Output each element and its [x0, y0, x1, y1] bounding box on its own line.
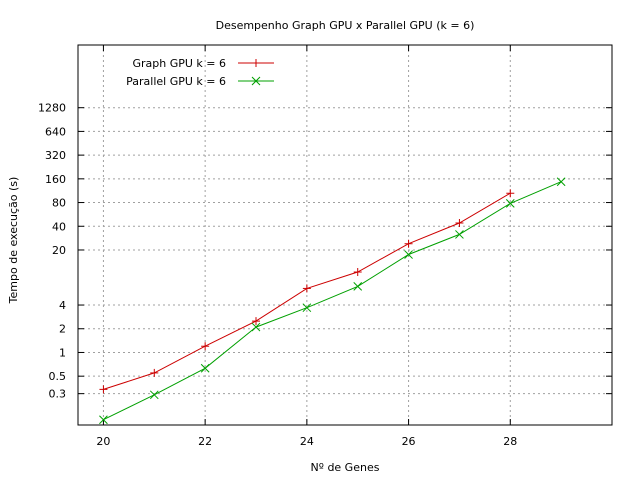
chart-title: Desempenho Graph GPU x Parallel GPU (k =…	[216, 19, 475, 32]
data-point-parallel-gpu	[455, 230, 464, 239]
data-point-graph-gpu	[404, 239, 413, 248]
data-point-graph-gpu	[150, 368, 159, 377]
data-point-graph-gpu	[99, 385, 108, 394]
y-tick-label: 0.5	[49, 370, 67, 383]
data-point-parallel-gpu	[556, 177, 566, 187]
grid-lines	[78, 45, 612, 425]
data-point-graph-gpu	[302, 284, 311, 293]
y-tick-label: 640	[45, 125, 66, 138]
data-point-graph-gpu	[252, 317, 260, 326]
data-point-parallel-gpu	[149, 390, 159, 400]
y-tick-label: 4	[59, 299, 66, 312]
legend-label-graph-gpu: Graph GPU k = 6	[132, 57, 226, 70]
x-tick-label: 22	[198, 435, 212, 448]
x-tick-label: 24	[300, 435, 314, 448]
data-point-parallel-gpu	[353, 282, 363, 291]
y-tick-label: 20	[52, 244, 66, 257]
y-axis-label: Tempo de execução (s)	[7, 177, 20, 305]
y-tick-label: 320	[45, 149, 66, 162]
y-tick-label: 1	[59, 346, 66, 359]
series-line-parallel-gpu	[103, 181, 562, 421]
legend-marker-graph-gpu	[252, 59, 260, 67]
x-tick-label: 20	[96, 435, 110, 448]
data-point-parallel-gpu	[99, 415, 108, 425]
legend: Graph GPU k = 6 Parallel GPU k = 6	[126, 57, 274, 88]
data-point-parallel-gpu	[302, 303, 312, 313]
legend-label-parallel-gpu: Parallel GPU k = 6	[126, 75, 226, 88]
data-point-parallel-gpu	[505, 199, 515, 208]
y-tick-label: 1280	[38, 102, 66, 115]
legend-marker-parallel-gpu	[251, 76, 261, 86]
data-point-graph-gpu	[353, 268, 362, 277]
data-point-parallel-gpu	[404, 250, 413, 259]
plot-frame	[77, 44, 613, 426]
y-tick-label: 160	[45, 173, 66, 186]
y-tick-label: 2	[59, 323, 66, 336]
data-point-graph-gpu	[201, 342, 210, 351]
x-axis-label: Nº de Genes	[311, 461, 380, 474]
y-tick-label: 80	[52, 197, 66, 210]
series-layer	[99, 177, 566, 425]
x-tick-label: 28	[503, 435, 517, 448]
data-point-parallel-gpu	[251, 322, 261, 332]
x-tick-label: 26	[402, 435, 416, 448]
y-tick-label: 0.3	[49, 388, 67, 401]
data-point-graph-gpu	[506, 189, 515, 198]
data-point-graph-gpu	[455, 219, 464, 228]
y-tick-label: 40	[52, 220, 66, 233]
data-point-parallel-gpu	[200, 363, 210, 373]
